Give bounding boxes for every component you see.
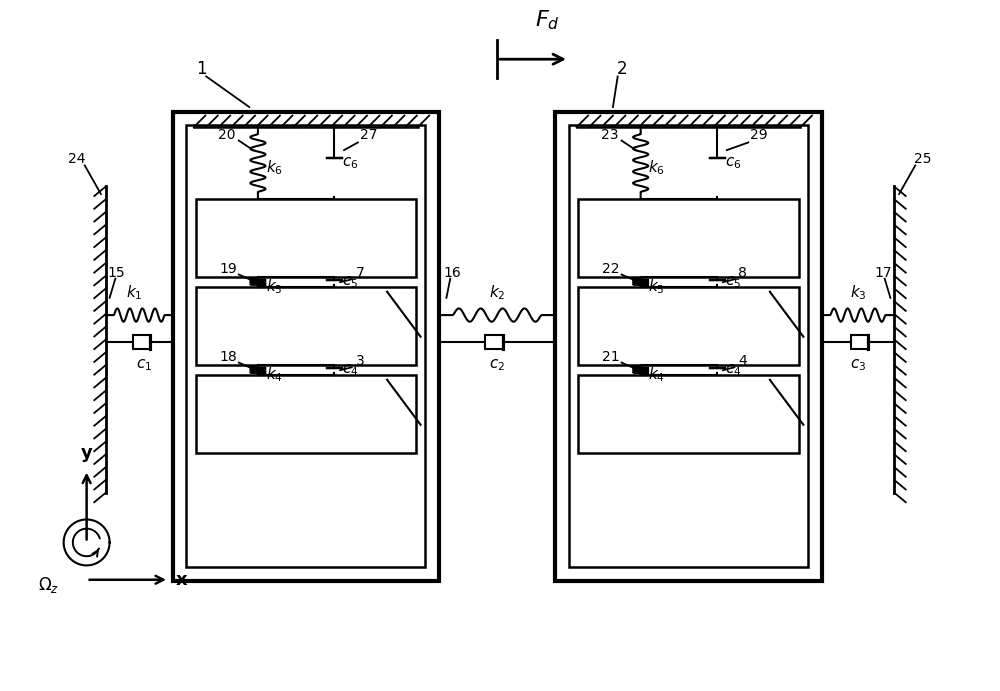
Bar [196, 199, 416, 277]
Text: 18: 18 [219, 350, 237, 363]
Text: $k_4$: $k_4$ [648, 366, 665, 384]
Text: 2: 2 [617, 60, 628, 78]
Text: 20: 20 [218, 128, 236, 142]
Text: $\mathbf{y}$: $\mathbf{y}$ [80, 446, 93, 464]
Text: 16: 16 [444, 266, 461, 280]
Text: 29: 29 [750, 128, 768, 142]
Bar [710, 172, 725, 197]
Bar [133, 335, 150, 348]
Text: $k_5$: $k_5$ [266, 278, 282, 296]
Bar [327, 172, 342, 197]
Text: $c_4$: $c_4$ [725, 362, 741, 378]
Text: $k_3$: $k_3$ [850, 283, 866, 302]
Text: 25: 25 [914, 151, 932, 166]
Bar [196, 375, 416, 453]
Text: $F_d$: $F_d$ [535, 9, 560, 32]
Text: 4: 4 [738, 354, 747, 368]
Text: $k_5$: $k_5$ [648, 278, 665, 296]
Bar [578, 375, 799, 453]
Text: 15: 15 [108, 266, 125, 280]
Text: $c_5$: $c_5$ [725, 274, 741, 290]
Text: $c_4$: $c_4$ [342, 362, 359, 378]
Text: 24: 24 [68, 151, 86, 166]
Text: $c_1$: $c_1$ [136, 357, 152, 373]
Text: 3: 3 [356, 354, 364, 368]
Text: 22: 22 [602, 262, 620, 276]
Bar [578, 287, 799, 366]
Text: $c_6$: $c_6$ [725, 155, 741, 171]
Bar [710, 282, 725, 285]
Text: $c_2$: $c_2$ [489, 357, 505, 373]
Bar [710, 370, 725, 373]
Bar [851, 335, 868, 348]
Text: $k_6$: $k_6$ [266, 158, 283, 177]
Text: $k_2$: $k_2$ [489, 283, 505, 302]
Text: 8: 8 [738, 266, 747, 281]
Bar [485, 335, 503, 348]
Text: $c_6$: $c_6$ [342, 155, 359, 171]
Text: $c_5$: $c_5$ [342, 274, 358, 290]
Text: $k_4$: $k_4$ [266, 366, 283, 384]
Text: 21: 21 [602, 350, 620, 363]
Text: $\Omega_z$: $\Omega_z$ [38, 575, 59, 595]
Text: 7: 7 [356, 266, 364, 281]
Text: $k_1$: $k_1$ [126, 283, 143, 302]
Text: 23: 23 [601, 128, 619, 142]
Text: 27: 27 [360, 128, 377, 142]
Text: $\mathbf{x}$: $\mathbf{x}$ [175, 571, 188, 589]
Text: $k_6$: $k_6$ [648, 158, 665, 177]
Bar [555, 112, 822, 580]
Bar [569, 125, 808, 567]
Bar [196, 287, 416, 366]
Bar [186, 125, 425, 567]
Bar [327, 370, 342, 373]
Text: 17: 17 [875, 266, 892, 280]
Text: 19: 19 [219, 262, 237, 276]
Bar [173, 112, 439, 580]
Bar [578, 199, 799, 277]
Bar [327, 282, 342, 285]
Text: $c_3$: $c_3$ [850, 357, 866, 373]
Text: 1: 1 [196, 60, 207, 78]
